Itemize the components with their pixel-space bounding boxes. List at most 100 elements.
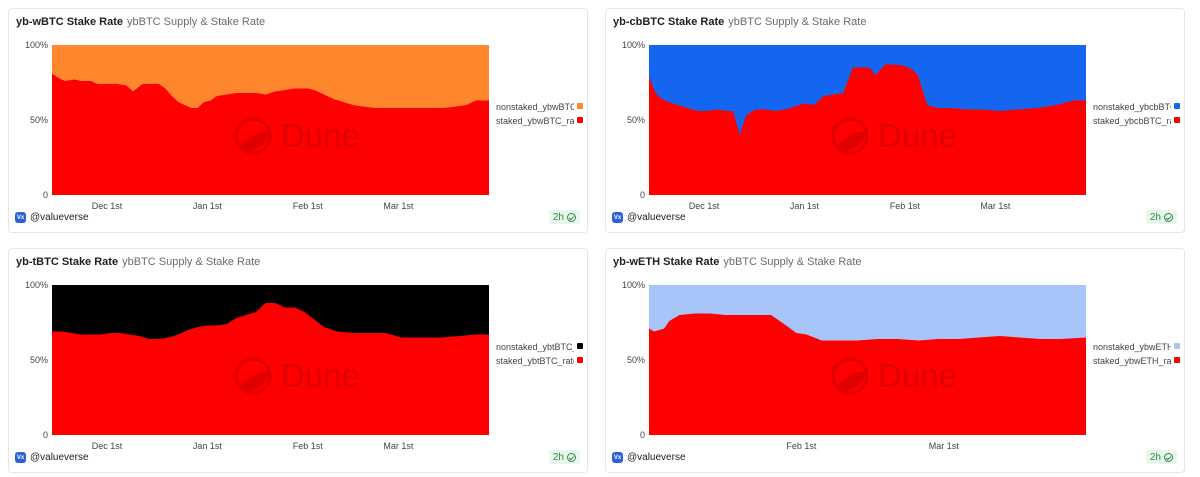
x-tick-label: Jan 1st [193, 201, 223, 211]
legend-label: staked_ybwETH_rate [1093, 356, 1179, 366]
chart-title[interactable]: yb-cbBTC Stake Rate [613, 16, 725, 28]
legend-swatch [1174, 117, 1180, 123]
refresh-badge[interactable]: 2h [1145, 450, 1177, 464]
dune-logo-icon [234, 357, 272, 395]
chart-subtitle: ybBTC Supply & Stake Rate [723, 256, 862, 268]
avatar: Vx [15, 212, 26, 223]
legend-label: nonstaked_ybcbBTC_rate [1093, 102, 1186, 112]
area-chart: Dune 0 50% 100% Dec 1st Jan 1st Feb 1st Mar 1st… [25, 40, 589, 211]
legend-item: nonstaked_ybwBTC_rate [496, 102, 589, 112]
x-tick-label: Feb 1st [293, 441, 324, 451]
check-circle-icon [1164, 212, 1173, 222]
y-tick-label: 100% [622, 280, 645, 290]
x-tick-label: Dec 1st [689, 201, 720, 211]
legend-swatch [1174, 357, 1180, 363]
dune-watermark-text: Dune [878, 357, 957, 394]
x-tick-label: Feb 1st [786, 441, 817, 451]
x-tick-label: Feb 1st [890, 201, 921, 211]
legend-label: staked_ybtBTC_rate [496, 356, 578, 366]
y-tick-label: 50% [627, 115, 645, 125]
dune-watermark: Dune [831, 117, 957, 155]
author[interactable]: Vx @valueverse [15, 212, 89, 223]
area-staked_ybtBTC_rate [52, 303, 489, 435]
y-tick-label: 100% [25, 280, 48, 290]
avatar: Vx [612, 212, 623, 223]
chart-title[interactable]: yb-wETH Stake Rate [613, 256, 720, 268]
avatar: Vx [15, 452, 26, 463]
y-tick-label: 0 [43, 190, 48, 200]
author[interactable]: Vx @valueverse [612, 212, 686, 223]
dune-logo-wave [836, 371, 866, 391]
chart-title[interactable]: yb-wBTC Stake Rate [16, 16, 123, 28]
legend-label: nonstaked_ybwBTC_rate [496, 102, 589, 112]
y-tick-label: 50% [30, 115, 48, 125]
x-tick-label: Mar 1st [383, 201, 414, 211]
dune-watermark: Dune [234, 117, 360, 155]
x-tick-label: Dec 1st [92, 441, 123, 451]
chart-subtitle: ybBTC Supply & Stake Rate [728, 16, 867, 28]
area-staked_ybwBTC_rate [52, 73, 489, 195]
legend-swatch [577, 103, 583, 109]
dune-watermark: Dune [234, 357, 360, 395]
chart-title[interactable]: yb-tBTC Stake Rate [16, 256, 119, 268]
y-tick-label: 0 [43, 430, 48, 440]
legend-swatch [1174, 103, 1180, 109]
chart-panel: yb-wETH Stake Rate ybBTC Supply & Stake R… [605, 248, 1185, 473]
dune-logo-icon [831, 117, 869, 155]
check-circle-icon [1164, 452, 1173, 462]
y-tick-label: 100% [622, 40, 645, 50]
check-circle-icon [567, 452, 576, 462]
legend-label: staked_ybcbBTC_rate [1093, 116, 1182, 126]
x-tick-label: Jan 1st [790, 201, 820, 211]
legend-swatch [577, 117, 583, 123]
area-chart: Dune 0 50% 100% Feb 1st Mar 1st nonstaked_ybwE… [622, 280, 1186, 451]
refresh-badge[interactable]: 2h [1145, 210, 1177, 224]
author[interactable]: Vx @valueverse [15, 452, 89, 463]
chart-subtitle: ybBTC Supply & Stake Rate [126, 16, 266, 28]
x-tick-label: Jan 1st [193, 441, 223, 451]
chart-panel: yb-cbBTC Stake Rate ybBTC Supply & Stake … [605, 8, 1185, 233]
area-chart: Dune 0 50% 100% Dec 1st Jan 1st Feb 1st Mar 1st… [622, 40, 1186, 211]
refresh-age: 2h [1149, 451, 1161, 463]
panel-title[interactable]: yb-cbBTC Stake Rate ybBTC Supply & Stake … [613, 16, 866, 28]
author-name[interactable]: @valueverse [627, 452, 686, 463]
refresh-age: 2h [552, 211, 564, 223]
refresh-badge[interactable]: 2h [548, 450, 580, 464]
x-tick-label: Feb 1st [293, 201, 324, 211]
dune-logo-icon [831, 357, 869, 395]
author[interactable]: Vx @valueverse [612, 452, 686, 463]
legend-label: staked_ybwBTC_rate [496, 116, 582, 126]
dune-logo-wave [239, 371, 269, 391]
area-staked_ybwETH_rate [649, 313, 1086, 435]
dune-watermark-text: Dune [281, 357, 360, 394]
chart-panel: yb-tBTC Stake Rate ybBTC Supply & Stake R… [8, 248, 588, 473]
dune-watermark-text: Dune [878, 117, 957, 154]
dune-logo-wave [836, 131, 866, 151]
refresh-age: 2h [552, 451, 564, 463]
legend-label: nonstaked_ybtBTC_rate [496, 342, 589, 352]
check-circle-icon [567, 212, 576, 222]
legend-swatch [577, 343, 583, 349]
legend-item: staked_ybtBTC_rate [496, 356, 583, 366]
y-tick-label: 50% [30, 355, 48, 365]
area-chart: Dune 0 50% 100% Dec 1st Jan 1st Feb 1st Mar 1st… [25, 280, 589, 451]
dune-watermark-text: Dune [281, 117, 360, 154]
panel-title[interactable]: yb-tBTC Stake Rate ybBTC Supply & Stake R… [16, 256, 260, 268]
author-name[interactable]: @valueverse [30, 212, 89, 223]
author-name[interactable]: @valueverse [30, 452, 89, 463]
legend-swatch [1174, 343, 1180, 349]
dune-logo-icon [234, 117, 272, 155]
legend-item: nonstaked_ybwETH_rate [1093, 342, 1186, 352]
chart-panel: yb-wBTC Stake Rate ybBTC Supply & Stake R… [8, 8, 588, 233]
y-tick-label: 100% [25, 40, 48, 50]
refresh-badge[interactable]: 2h [548, 210, 580, 224]
legend-label: nonstaked_ybwETH_rate [1093, 342, 1186, 352]
legend-item: nonstaked_ybtBTC_rate [496, 342, 589, 352]
legend-item: nonstaked_ybcbBTC_rate [1093, 102, 1186, 112]
panel-title[interactable]: yb-wETH Stake Rate ybBTC Supply & Stake R… [613, 256, 862, 268]
panel-title[interactable]: yb-wBTC Stake Rate ybBTC Supply & Stake R… [16, 16, 265, 28]
y-tick-label: 0 [640, 430, 645, 440]
x-tick-label: Mar 1st [980, 201, 1011, 211]
dune-watermark: Dune [831, 357, 957, 395]
author-name[interactable]: @valueverse [627, 212, 686, 223]
